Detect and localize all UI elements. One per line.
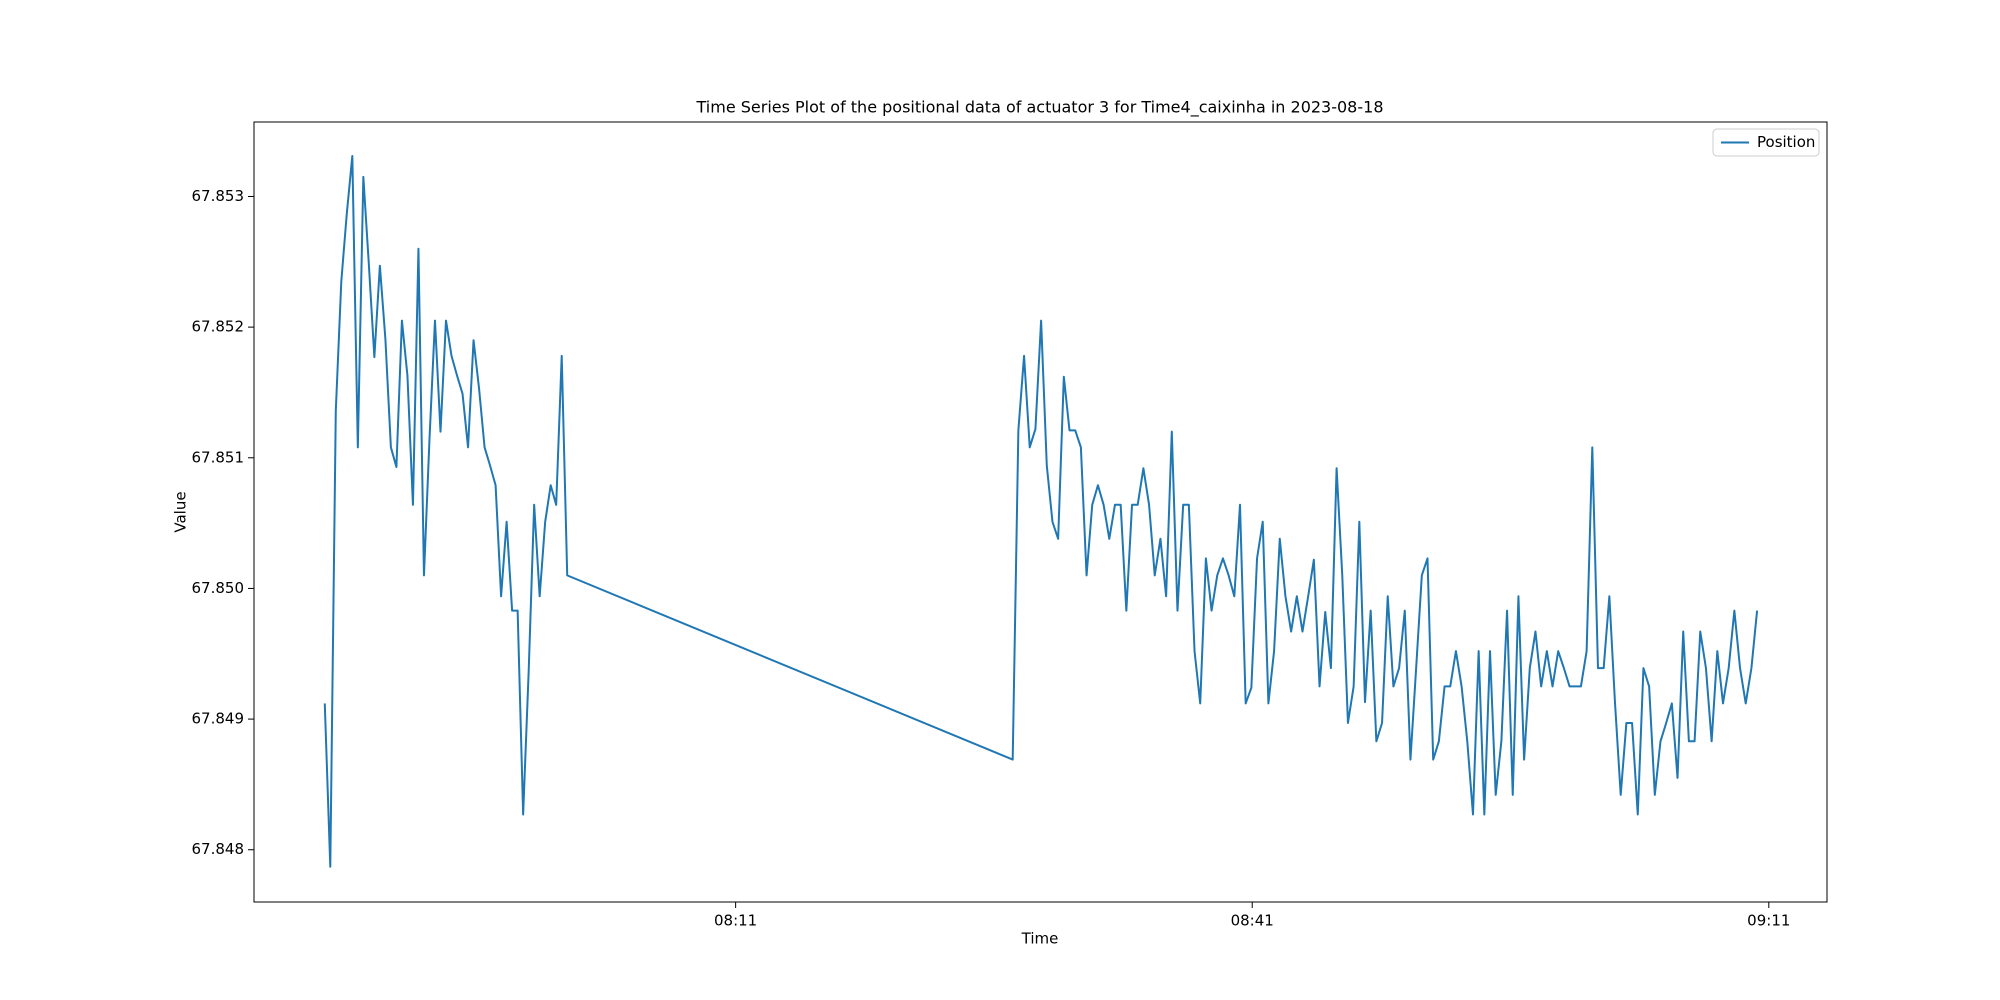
legend-box [1712,128,1820,157]
y-tick-label: 67.851 [192,448,245,466]
y-tick-label: 67.852 [192,318,245,336]
y-tick-label: 67.853 [192,187,245,205]
x-axis-label: Time [1021,930,1059,948]
chart-title: Time Series Plot of the positional data … [696,98,1384,118]
x-tick-label: 08:11 [714,912,757,930]
y-tick-label: 67.850 [192,579,245,597]
legend-label: Position [1757,133,1815,151]
y-axis-label: Value [172,491,190,532]
y-tick-label: 67.848 [192,840,245,858]
y-tick-label: 67.849 [192,710,245,728]
x-tick-label: 09:11 [1747,912,1790,930]
x-tick-label: 08:41 [1231,912,1274,930]
plot-frame [253,121,1828,903]
data-line [323,154,1759,868]
